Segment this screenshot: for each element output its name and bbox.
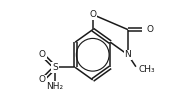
Text: O: O	[89, 10, 96, 19]
Text: O: O	[147, 25, 154, 34]
Text: NH₂: NH₂	[47, 82, 63, 91]
Text: CH₃: CH₃	[139, 65, 155, 74]
Text: O: O	[39, 50, 46, 59]
Text: N: N	[124, 50, 131, 59]
Text: O: O	[146, 25, 152, 34]
Text: S: S	[52, 63, 58, 72]
Text: O: O	[39, 75, 46, 84]
